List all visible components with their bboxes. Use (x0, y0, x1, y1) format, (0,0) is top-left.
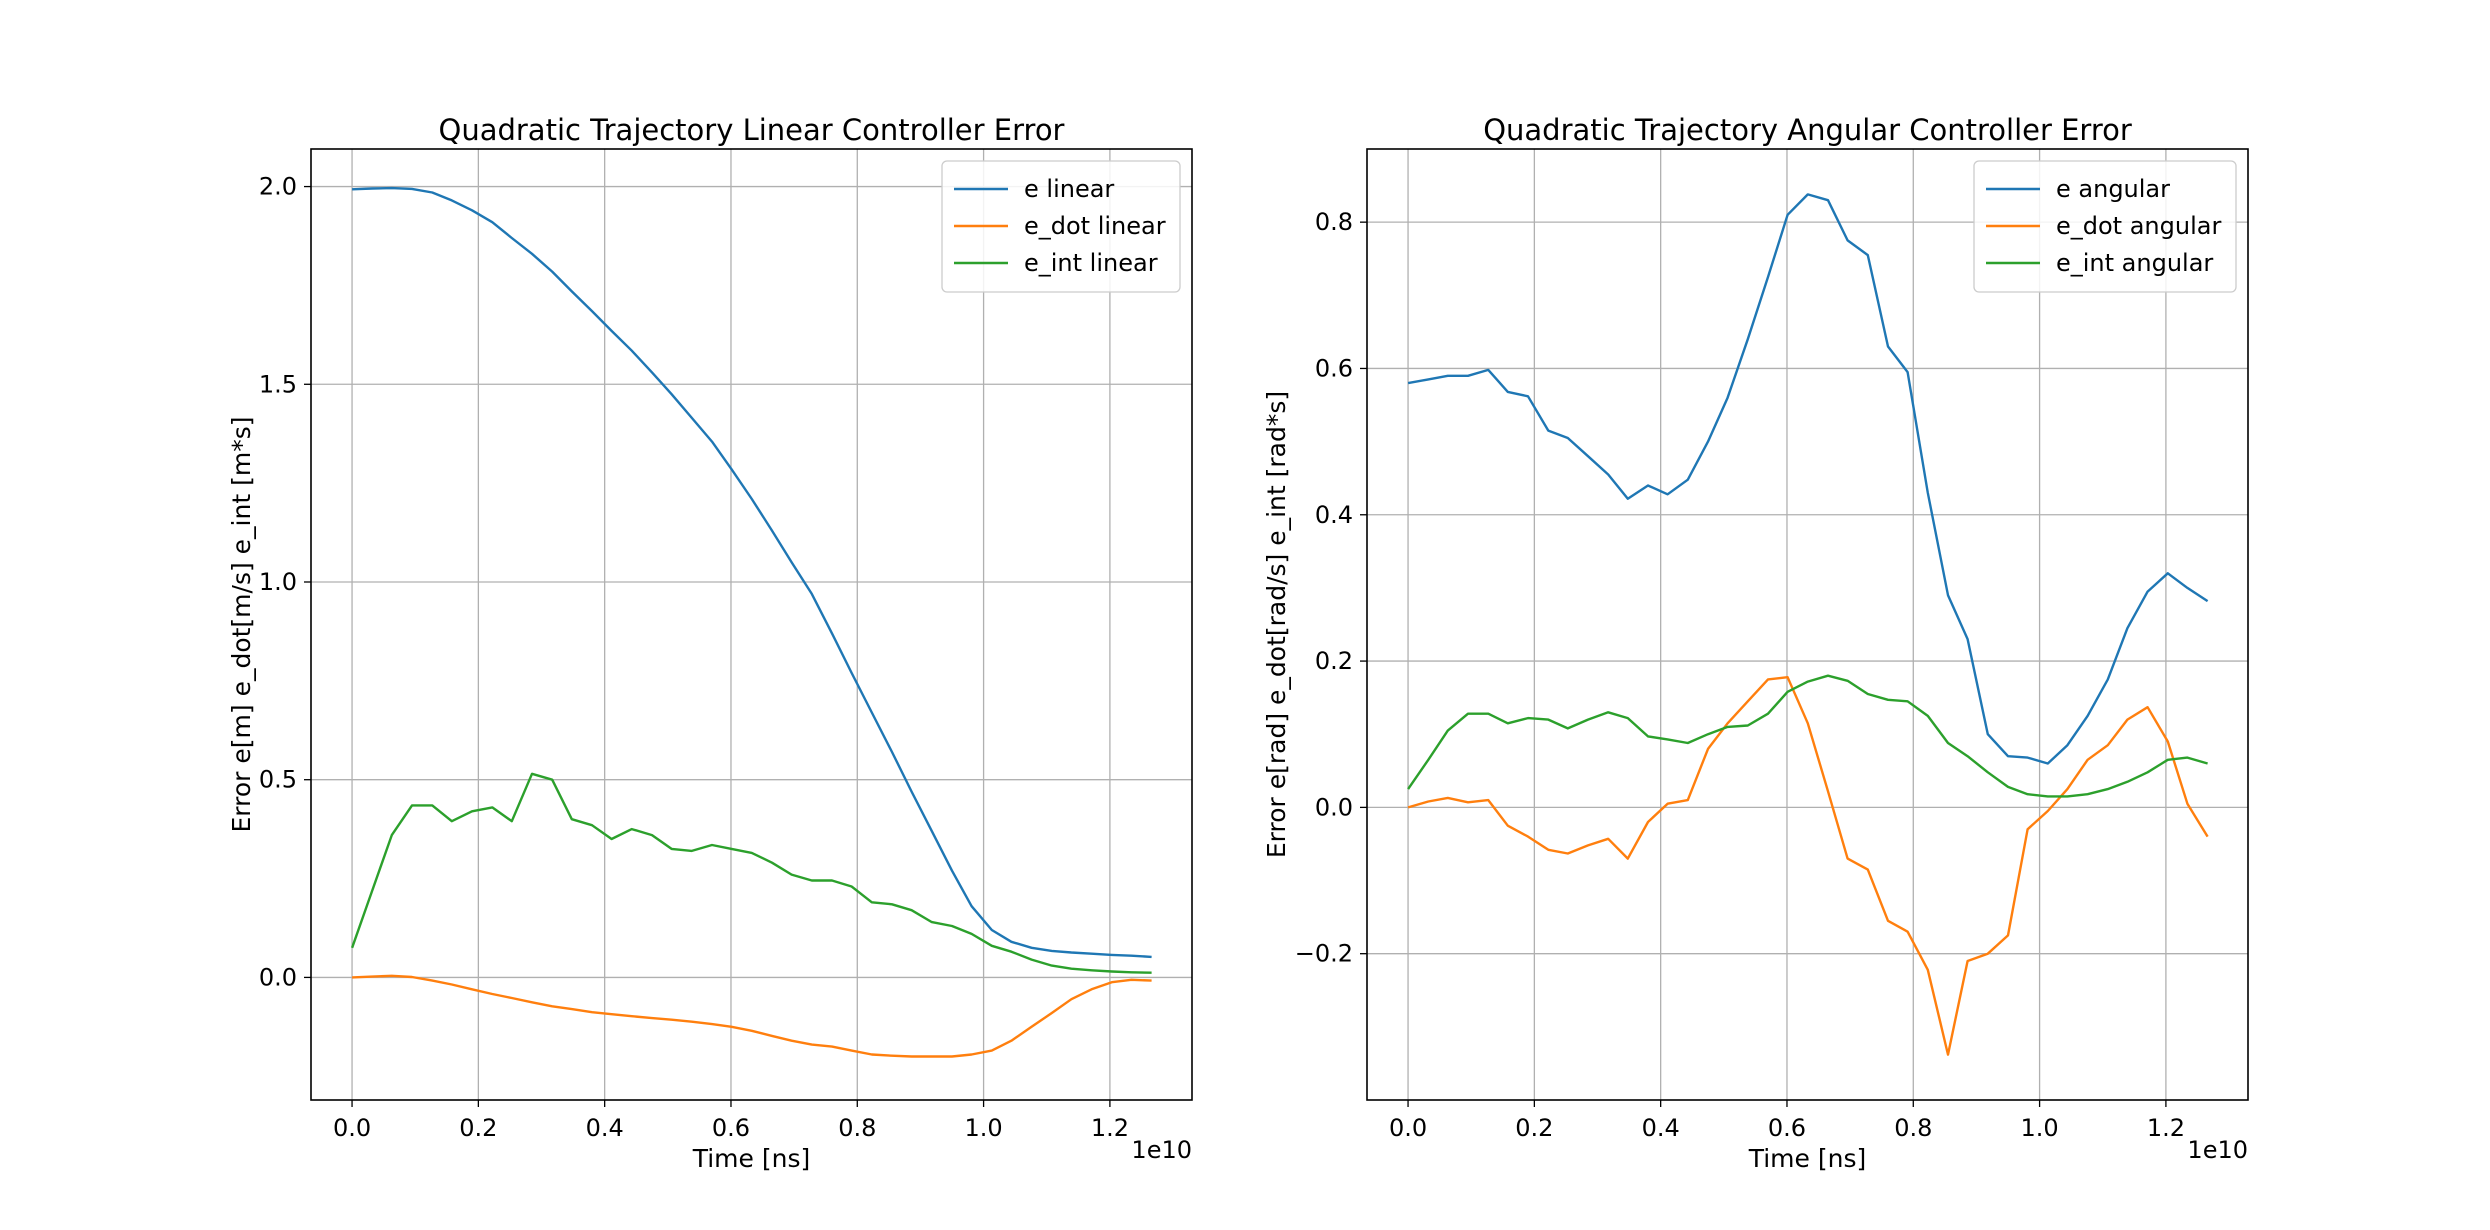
series-line-e-linear (352, 186, 1152, 959)
x-tick-label: 0.2 (1515, 1114, 1553, 1142)
x-tick-label: 0.2 (459, 1114, 497, 1142)
legend-box (941, 160, 1181, 293)
x-tick-label: 0.8 (838, 1114, 876, 1142)
y-tick-label: 0.8 (1315, 208, 1353, 236)
legend-box (1973, 160, 2237, 293)
x-offset-label: 1e10 (2187, 1136, 2248, 1164)
x-offset-label: 1e10 (1131, 1136, 1192, 1164)
axes-frame (1366, 148, 2249, 1101)
y-tick-label: −0.2 (1295, 940, 1353, 968)
axes-frame (310, 148, 1193, 1101)
y-tick-label: 0.2 (1315, 647, 1353, 675)
series-line-e-int-linear (350, 772, 1152, 974)
legend-label: e_dot angular (2056, 212, 2221, 240)
y-axis-label: Error e[rad] e_dot[rad/s] e_int [rad*s] (1262, 391, 1291, 858)
angular-error-panel: 0.0 0.2 0.4 0.6 0.8 1.0 1.2 −0.2 0.0 0.2 0.4 0.6 0.8… (1262, 113, 2249, 1173)
y-axis-label: Error e[m] e_dot[m/s] e_int [m*s] (227, 417, 256, 833)
series-line-e-int-angular (1407, 674, 2208, 798)
y-tick-label: 0.4 (1315, 501, 1353, 529)
legend-label: e angular (2056, 175, 2170, 203)
chart-title: Quadratic Trajectory Angular Controller … (1483, 113, 2132, 147)
series-line-e-dot-linear (352, 974, 1152, 1058)
x-tick-label: 0.6 (1768, 1114, 1806, 1142)
chart-title: Quadratic Trajectory Linear Controller E… (439, 113, 1065, 147)
x-tick-label: 1.0 (965, 1114, 1003, 1142)
y-tick-label: 0.0 (1315, 793, 1353, 821)
x-tick-label: 0.8 (1894, 1114, 1932, 1142)
legend-label: e_dot linear (1024, 212, 1166, 240)
x-tick-label: 1.2 (2147, 1114, 2185, 1142)
x-tick-label: 1.0 (2021, 1114, 2059, 1142)
y-tick-label: 0.0 (259, 963, 297, 991)
x-axis-label: Time [ns] (692, 1144, 811, 1173)
series-line-e-angular (1407, 193, 2209, 765)
y-tick-label: 1.5 (259, 370, 297, 398)
x-tick-label: 0.4 (1642, 1114, 1680, 1142)
y-tick-label: 2.0 (259, 173, 297, 201)
x-tick-label: 0.0 (1389, 1114, 1427, 1142)
legend: e angular e_dot angular e_int angular (1973, 160, 2237, 293)
y-tick-label: 0.5 (259, 766, 297, 794)
x-tick-label: 0.0 (333, 1114, 371, 1142)
legend-label: e_int linear (1024, 249, 1158, 277)
y-tick-label: 0.6 (1315, 354, 1353, 382)
x-tick-label: 0.4 (586, 1114, 624, 1142)
x-axis-label: Time [ns] (1748, 1144, 1867, 1173)
legend: e linear e_dot linear e_int linear (941, 160, 1181, 293)
legend-label: e_int angular (2056, 249, 2213, 277)
series-line-e-dot-angular (1407, 676, 2209, 1056)
x-tick-label: 0.6 (712, 1114, 750, 1142)
legend-label: e linear (1024, 175, 1114, 203)
x-tick-label: 1.2 (1091, 1114, 1129, 1142)
linear-error-panel: 0.0 0.2 0.4 0.6 0.8 1.0 1.2 0.0 0.5 1.0 1.5 2.0 1e10… (227, 113, 1193, 1173)
y-tick-label: 1.0 (259, 568, 297, 596)
